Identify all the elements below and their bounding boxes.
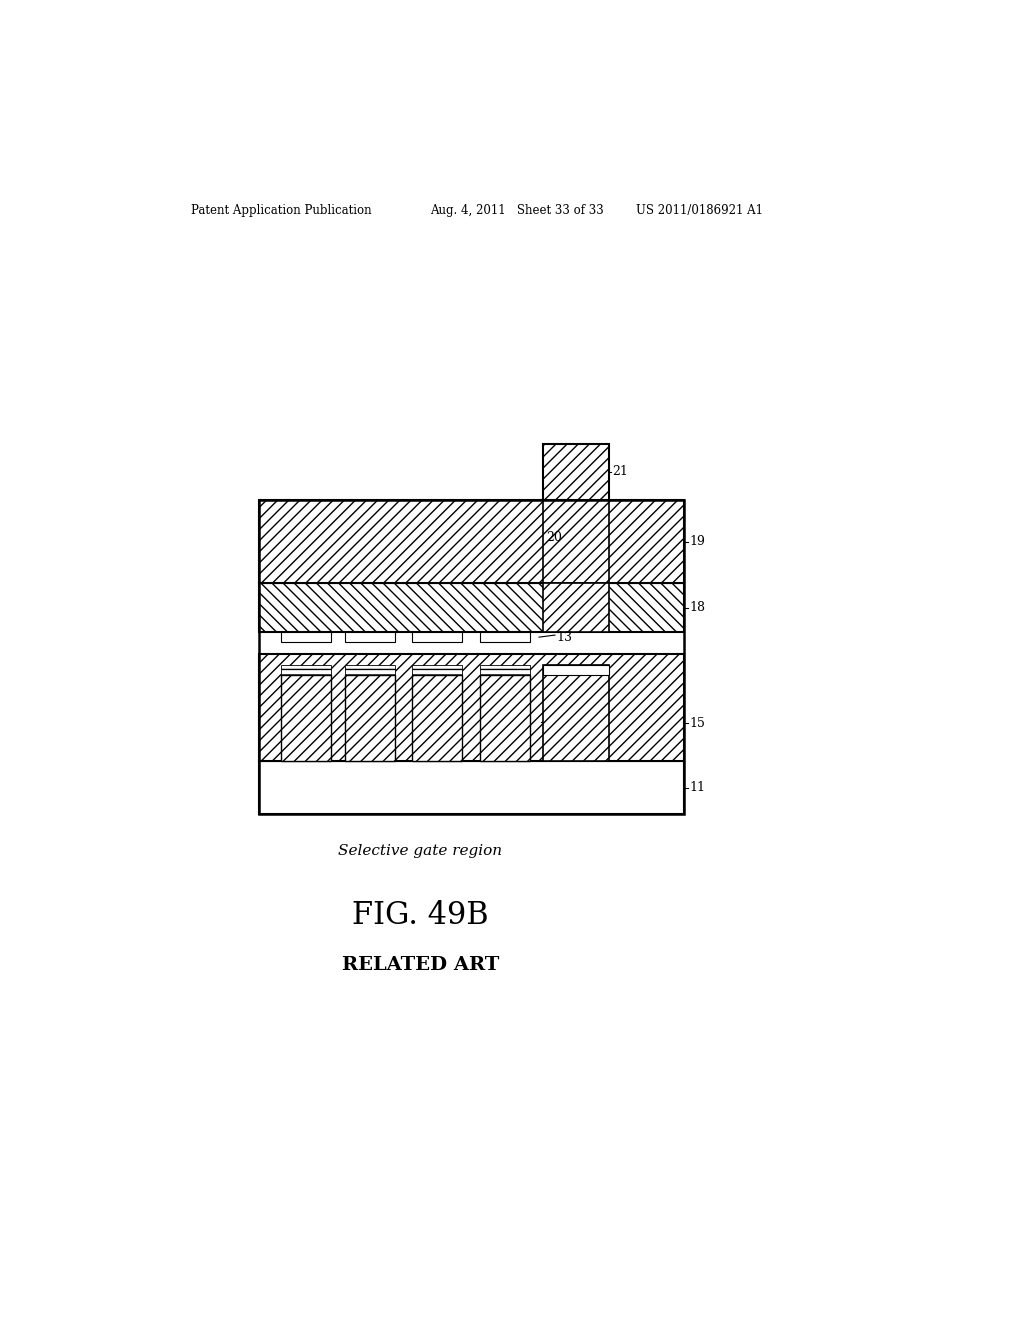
Bar [345, 673, 394, 762]
Bar [259, 500, 684, 814]
Text: Aug. 4, 2011   Sheet 33 of 33: Aug. 4, 2011 Sheet 33 of 33 [430, 205, 603, 216]
Bar [543, 664, 609, 675]
Text: Patent Application Publication: Patent Application Publication [191, 205, 372, 216]
Text: 21: 21 [612, 466, 628, 478]
Bar [345, 675, 394, 762]
Bar [282, 673, 331, 762]
Bar [345, 632, 394, 643]
Bar [543, 500, 609, 583]
Bar [345, 664, 394, 675]
Bar [282, 675, 331, 762]
Bar [479, 632, 529, 643]
Bar [543, 583, 609, 632]
Bar [259, 583, 684, 632]
Bar [259, 655, 684, 762]
Text: 15: 15 [690, 717, 706, 730]
Bar [543, 664, 609, 762]
Text: 19: 19 [690, 535, 706, 548]
Text: 12: 12 [567, 711, 583, 723]
Bar [412, 664, 462, 675]
Text: US 2011/0186921 A1: US 2011/0186921 A1 [636, 205, 763, 216]
Bar [479, 664, 529, 675]
Bar [282, 632, 331, 643]
Bar [412, 632, 462, 643]
Text: RELATED ART: RELATED ART [342, 956, 499, 974]
Bar [259, 500, 684, 583]
Bar [412, 675, 462, 762]
Bar [479, 673, 529, 762]
Text: 20: 20 [546, 531, 562, 544]
Text: Selective gate region: Selective gate region [338, 845, 503, 858]
Bar [259, 762, 684, 814]
Bar [282, 664, 331, 675]
Bar [543, 444, 609, 500]
Text: FIG. 49B: FIG. 49B [352, 900, 488, 932]
Bar [412, 673, 462, 762]
Text: 13: 13 [557, 631, 572, 644]
Bar [479, 675, 529, 762]
Text: 11: 11 [690, 781, 706, 795]
Text: 18: 18 [690, 601, 706, 614]
